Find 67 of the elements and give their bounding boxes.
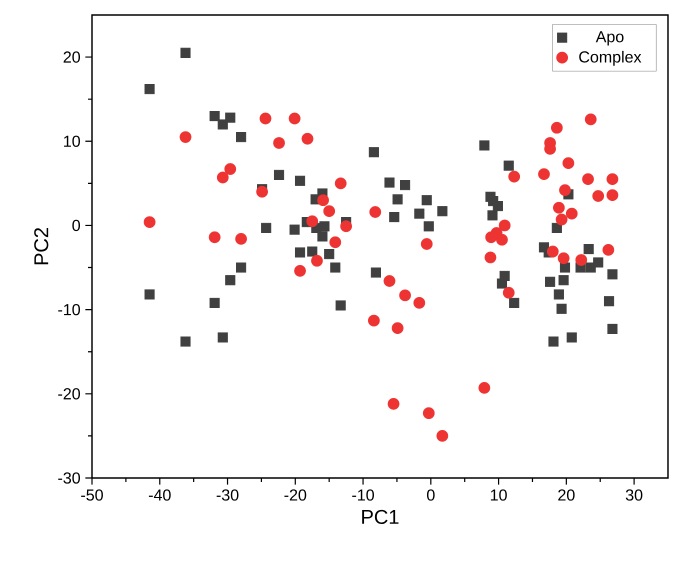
point — [302, 132, 314, 145]
x-tick-label: -50 — [81, 489, 103, 501]
point — [592, 190, 604, 202]
point — [484, 252, 496, 264]
x-tick-label: -40 — [148, 489, 171, 501]
point — [436, 430, 448, 442]
y-tick-label: -30 — [58, 472, 80, 484]
point — [208, 231, 221, 244]
y-tick-label: -10 — [58, 304, 80, 316]
x-tick-label: -10 — [352, 489, 374, 501]
point — [584, 114, 597, 126]
point — [180, 131, 192, 143]
point — [496, 234, 508, 246]
y-tick-label: 10 — [64, 136, 80, 147]
point — [553, 202, 565, 214]
x-tick-label: -30 — [216, 489, 238, 501]
point — [498, 220, 511, 232]
point — [392, 322, 404, 334]
point — [216, 172, 229, 184]
point — [329, 236, 342, 248]
point — [294, 265, 306, 277]
point — [256, 186, 268, 198]
y-tick-label: 0 — [72, 220, 80, 232]
point — [144, 216, 156, 228]
point — [606, 189, 618, 202]
point — [546, 246, 559, 258]
point — [260, 112, 272, 124]
point — [420, 238, 433, 250]
point — [508, 170, 520, 182]
point — [556, 214, 568, 226]
x-tick-label: 10 — [490, 489, 507, 501]
point — [606, 173, 618, 186]
x-tick-label: 20 — [558, 489, 575, 501]
point — [538, 168, 550, 180]
point — [288, 112, 300, 124]
point — [273, 137, 285, 149]
point — [224, 163, 236, 175]
x-tick-label: 30 — [626, 489, 642, 501]
point — [235, 233, 247, 245]
point — [368, 314, 380, 326]
point — [340, 220, 352, 232]
y-axis-title: PC2 — [34, 228, 48, 264]
point — [478, 382, 490, 394]
x-axis-title: PC1 — [362, 510, 398, 524]
point — [384, 275, 396, 287]
y-tick-label: -20 — [58, 388, 80, 400]
legend-label: Complex — [579, 50, 642, 66]
point — [602, 244, 614, 256]
point — [562, 157, 574, 170]
legend-label: Apo — [596, 31, 624, 46]
point — [311, 254, 323, 267]
point — [422, 407, 435, 420]
point — [575, 254, 588, 266]
point — [413, 297, 426, 309]
point — [388, 398, 400, 410]
point — [566, 208, 578, 220]
point — [399, 289, 411, 302]
point — [550, 122, 563, 134]
point — [334, 177, 347, 190]
point — [369, 206, 382, 218]
point — [558, 252, 570, 264]
point — [502, 286, 515, 299]
x-tick-label: 0 — [427, 489, 435, 501]
point — [323, 205, 336, 217]
y-tick-label: 20 — [64, 51, 80, 63]
x-tick-label: -20 — [284, 489, 306, 501]
point — [582, 173, 594, 186]
